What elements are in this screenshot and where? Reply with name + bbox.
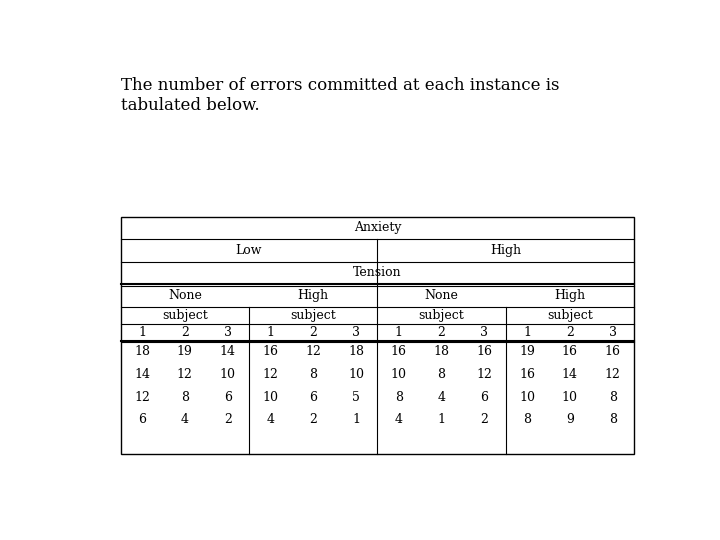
Text: Anxiety: Anxiety [354,221,401,234]
Text: 6: 6 [224,390,232,403]
Text: 12: 12 [605,368,621,381]
Text: 12: 12 [263,368,279,381]
Text: 16: 16 [562,346,578,359]
Text: 4: 4 [266,413,274,426]
Text: 3: 3 [224,326,232,339]
Text: High: High [554,289,585,302]
Text: 18: 18 [433,346,449,359]
Text: 2: 2 [310,326,317,339]
Text: 14: 14 [220,346,235,359]
Text: 1: 1 [523,326,531,339]
Text: 8: 8 [438,368,446,381]
Text: 12: 12 [477,368,492,381]
Text: subject: subject [547,309,593,322]
Text: 10: 10 [391,368,407,381]
Text: 16: 16 [605,346,621,359]
Text: The number of errors committed at each instance is
tabulated below.: The number of errors committed at each i… [121,77,559,114]
Text: 16: 16 [477,346,492,359]
Text: 14: 14 [134,368,150,381]
Text: subject: subject [290,309,336,322]
Text: 2: 2 [438,326,446,339]
Text: 1: 1 [395,326,402,339]
Text: 9: 9 [566,413,574,426]
Text: 10: 10 [220,368,235,381]
Text: 4: 4 [395,413,402,426]
Text: 12: 12 [177,368,193,381]
Text: subject: subject [418,309,464,322]
Text: 2: 2 [224,413,232,426]
Text: 18: 18 [134,346,150,359]
Text: 16: 16 [519,368,535,381]
Text: 2: 2 [480,413,488,426]
Text: 8: 8 [181,390,189,403]
Text: None: None [168,289,202,302]
Text: 4: 4 [181,413,189,426]
Text: 19: 19 [177,346,193,359]
Text: 2: 2 [310,413,317,426]
Text: 8: 8 [395,390,402,403]
Text: 19: 19 [519,346,535,359]
Text: subject: subject [162,309,208,322]
Text: 10: 10 [562,390,578,403]
Text: 2: 2 [566,326,574,339]
Text: 2: 2 [181,326,189,339]
Text: High: High [490,244,521,257]
Text: 12: 12 [134,390,150,403]
Text: None: None [425,289,459,302]
Text: 8: 8 [309,368,318,381]
Text: 18: 18 [348,346,364,359]
Text: 4: 4 [438,390,446,403]
Text: 8: 8 [608,413,616,426]
Text: 3: 3 [480,326,488,339]
Text: 12: 12 [305,346,321,359]
Text: 10: 10 [262,390,279,403]
Text: 1: 1 [438,413,446,426]
Text: 16: 16 [262,346,279,359]
Text: 1: 1 [352,413,360,426]
Text: 8: 8 [608,390,616,403]
Text: Low: Low [235,244,262,257]
Text: High: High [297,289,329,302]
Text: Tension: Tension [353,267,402,280]
Text: 6: 6 [480,390,488,403]
Text: 10: 10 [519,390,535,403]
Text: 3: 3 [608,326,616,339]
Text: 6: 6 [309,390,318,403]
Text: 16: 16 [391,346,407,359]
Text: 1: 1 [138,326,146,339]
Text: 3: 3 [352,326,360,339]
Text: 6: 6 [138,413,146,426]
Text: 5: 5 [352,390,360,403]
Text: 10: 10 [348,368,364,381]
Text: 14: 14 [562,368,578,381]
Text: 1: 1 [266,326,274,339]
Text: 8: 8 [523,413,531,426]
